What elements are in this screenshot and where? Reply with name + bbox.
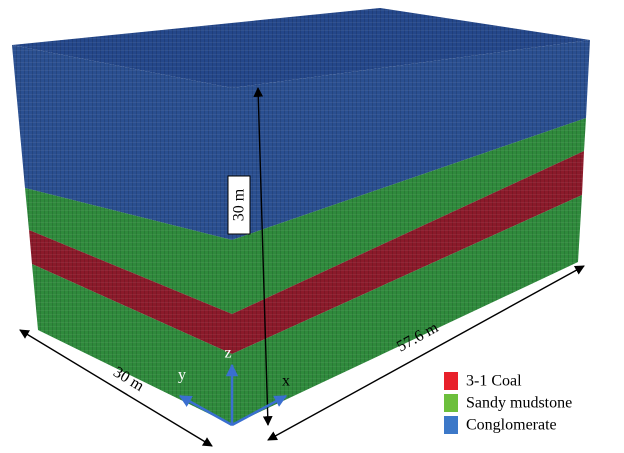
legend-label: Conglomerate (466, 417, 557, 434)
legend-swatch (444, 416, 458, 434)
height-label: 30 m (231, 188, 248, 221)
legend-swatch (444, 372, 458, 390)
page: {"dimensions": {"height": "30 m", "width… (0, 0, 624, 453)
texture (12, 8, 590, 425)
legend-label: 3-1 Coal (466, 373, 522, 390)
x-label: x (282, 373, 290, 390)
legend-label: Sandy mudstone (466, 395, 572, 412)
y-label: y (178, 367, 186, 384)
model-figure: 30 m 30 m 57.6 m z y x 3-1 CoalSandy mud… (0, 0, 624, 453)
legend-swatch (444, 394, 458, 412)
block (12, 8, 590, 425)
legend: 3-1 Coal Sandy mudstone Conglomerate (444, 372, 572, 434)
z-label: z (224, 345, 231, 362)
